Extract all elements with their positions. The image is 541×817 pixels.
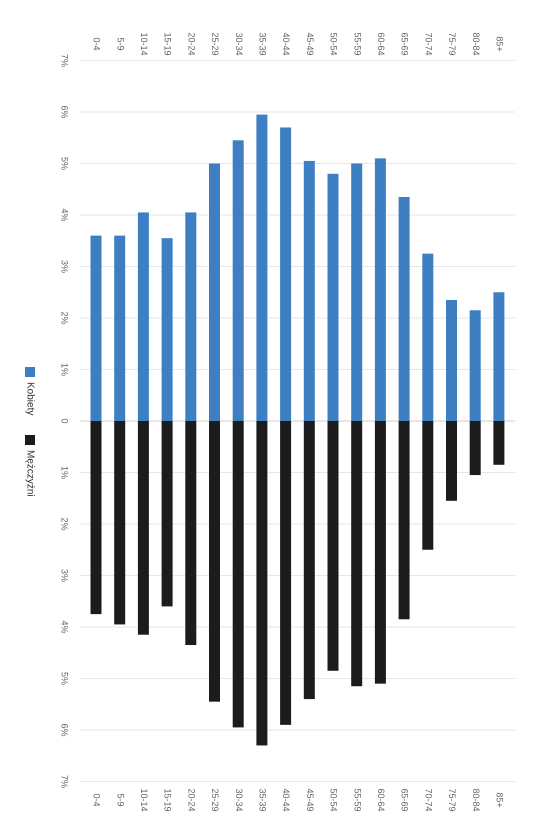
category-label-bottom: 65-69	[400, 788, 410, 811]
bar-kobiety	[90, 235, 102, 421]
category-label-top: 15-19	[163, 32, 173, 55]
bar-mezczyzni	[280, 421, 292, 725]
value-tick-label: 4%	[60, 208, 70, 221]
bar-kobiety	[493, 292, 505, 421]
value-tick-label: 6%	[60, 105, 70, 118]
bar-mezczyzni	[232, 421, 244, 728]
bar-kobiety	[280, 127, 292, 421]
category-label-bottom: 30-34	[234, 788, 244, 811]
value-tick-label: 5%	[60, 672, 70, 685]
category-label-top: 20-24	[186, 32, 196, 55]
bar-mezczyzni	[161, 421, 173, 607]
bar-mezczyzni	[185, 421, 197, 646]
legend-label: Mężczyźni	[24, 450, 35, 497]
bar-mezczyzni	[303, 421, 315, 700]
bar-kobiety	[469, 310, 481, 421]
bar-mezczyzni	[398, 421, 410, 620]
legend-swatch	[25, 435, 35, 445]
bar-kobiety	[398, 196, 410, 421]
bar-kobiety	[303, 160, 315, 422]
bar-mezczyzni	[114, 421, 126, 625]
category-label-bottom: 85+	[495, 792, 505, 807]
bar-mezczyzni	[327, 421, 339, 671]
bar-kobiety	[161, 238, 173, 421]
bar-kobiety	[185, 212, 197, 421]
category-label-bottom: 70-74	[423, 788, 433, 811]
category-label-top: 25-29	[210, 32, 220, 55]
value-tick-label: 1%	[60, 363, 70, 376]
bar-kobiety	[209, 163, 220, 421]
category-label-bottom: 75-79	[447, 788, 457, 811]
value-tick-label: 7%	[60, 54, 70, 67]
bar-kobiety	[137, 212, 149, 421]
category-label-top: 65-69	[400, 32, 410, 55]
category-label-bottom: 25-29	[210, 788, 220, 811]
category-label-bottom: 80-84	[471, 788, 481, 811]
value-tick-label: 7%	[60, 775, 70, 788]
value-tick-label: 2%	[60, 517, 70, 530]
category-label-top: 70-74	[423, 32, 433, 55]
bar-kobiety	[422, 253, 434, 421]
category-label-top: 35-39	[258, 32, 268, 55]
plot-area: 7% 6% 5% 4% 3% 2% 1% 0 1% 2% 3% 4% 5% 6% 7% 0-4 0-4 5-9 5-…	[24, 32, 515, 812]
category-label-top: 50-54	[329, 32, 339, 55]
category-label-bottom: 15-19	[163, 788, 173, 811]
category-label-bottom: 55-59	[352, 788, 362, 811]
category-label-bottom: 35-39	[258, 788, 268, 811]
category-label-top: 40-44	[281, 32, 291, 55]
bar-mezczyzni	[90, 421, 102, 615]
value-tick-label: 0	[60, 418, 70, 423]
category-label-bottom: 60-64	[376, 788, 386, 811]
bar-mezczyzni	[137, 421, 149, 635]
category-label-top: 10-14	[139, 32, 149, 55]
bar-kobiety	[327, 173, 339, 421]
category-label-bottom: 40-44	[281, 788, 291, 811]
value-tick-label: 3%	[60, 260, 70, 273]
category-label-top: 55-59	[352, 32, 362, 55]
bar-kobiety	[374, 158, 386, 421]
category-label-bottom: 5-9	[115, 793, 125, 806]
category-label-top: 0-4	[92, 37, 102, 50]
value-tick-label: 6%	[60, 723, 70, 736]
bar-mezczyzni	[446, 421, 457, 501]
value-tick-label: 3%	[60, 569, 70, 582]
legend-label: Kobiety	[24, 382, 35, 415]
bar-kobiety	[351, 163, 363, 421]
bar-kobiety	[232, 140, 244, 421]
category-label-top: 60-64	[376, 32, 386, 55]
bar-mezczyzni	[422, 421, 434, 550]
bar-mezczyzni	[374, 421, 386, 684]
bar-kobiety	[256, 114, 268, 421]
category-label-bottom: 0-4	[92, 793, 102, 806]
value-tick-label: 5%	[60, 157, 70, 170]
category-label-bottom: 50-54	[329, 788, 339, 811]
category-label-top: 75-79	[447, 32, 457, 55]
bar-mezczyzni	[469, 421, 481, 476]
bar-mezczyzni	[493, 421, 505, 465]
value-tick-label: 2%	[60, 311, 70, 324]
category-label-bottom: 10-14	[139, 788, 149, 811]
bar-mezczyzni	[351, 421, 363, 687]
bar-kobiety	[114, 235, 126, 421]
category-label-top: 30-34	[234, 32, 244, 55]
category-label-top: 80-84	[471, 32, 481, 55]
category-label-top: 5-9	[115, 37, 125, 50]
value-tick-label: 1%	[60, 466, 70, 479]
category-label-bottom: 20-24	[186, 788, 196, 811]
bar-kobiety	[446, 299, 457, 421]
category-label-top: 45-49	[305, 32, 315, 55]
category-label-top: 85+	[495, 36, 505, 51]
bar-mezczyzni	[256, 421, 268, 746]
bar-mezczyzni	[209, 421, 220, 702]
legend-swatch	[25, 367, 35, 377]
category-label-bottom: 45-49	[305, 788, 315, 811]
value-tick-label: 4%	[60, 620, 70, 633]
